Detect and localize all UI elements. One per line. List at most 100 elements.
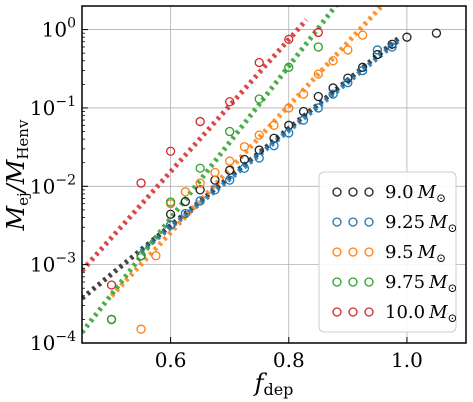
data-point <box>431 28 442 38</box>
data-point <box>165 197 176 207</box>
data-point <box>180 187 191 197</box>
data-point <box>180 196 191 207</box>
data-point <box>284 34 294 45</box>
data-point <box>343 78 353 88</box>
data-point <box>151 251 161 261</box>
data-point <box>165 220 176 230</box>
data-point <box>402 32 412 42</box>
data-point <box>284 103 294 113</box>
legend-marker <box>364 277 374 287</box>
x-tick-label: 1.0 <box>391 348 423 372</box>
legend-marker <box>332 307 342 317</box>
legend-marker <box>364 247 374 257</box>
data-point <box>357 62 368 72</box>
data-point <box>372 49 383 60</box>
y-tick-label: 10−3 <box>30 251 76 277</box>
data-point <box>136 251 146 261</box>
data-point <box>254 57 264 68</box>
data-point <box>313 27 323 38</box>
axis-ticks: 0.6 0.8 1.0 10−4 10−3 10−2 10−1 100 <box>30 5 423 372</box>
y-tick-label: 10−2 <box>30 172 76 198</box>
data-point <box>298 115 309 125</box>
data-point <box>269 141 279 151</box>
data-point <box>180 208 191 219</box>
data-point <box>269 120 279 130</box>
data-point <box>328 83 338 93</box>
data-point <box>254 94 264 104</box>
legend-marker <box>348 187 358 197</box>
plot-frame <box>81 5 467 344</box>
svg-text:Mej/MHenv: Mej/MHenv <box>2 119 32 231</box>
data-point <box>343 45 353 55</box>
legend-entry: 10.0 M⊙ <box>332 302 458 325</box>
legend-marker <box>332 187 342 197</box>
data-points <box>106 27 442 334</box>
data-point <box>254 153 264 163</box>
data-point <box>284 128 294 138</box>
data-point <box>225 126 235 137</box>
legend-marker <box>364 187 374 197</box>
data-point <box>210 175 220 185</box>
data-point <box>225 175 235 185</box>
legend-marker <box>348 307 358 317</box>
data-point <box>210 185 220 195</box>
legend-label: 10.0 M⊙ <box>385 302 458 325</box>
legend-marker <box>364 217 374 227</box>
fit-line <box>82 18 309 273</box>
data-point <box>313 42 323 52</box>
y-tick-label: 100 <box>42 16 76 42</box>
y-tick-label: 10−4 <box>30 329 76 355</box>
data-point <box>225 97 235 107</box>
legend-marker <box>348 277 358 287</box>
data-point <box>284 62 294 72</box>
legend-entry: 9.75 M⊙ <box>332 272 458 295</box>
legend: 9.0 M⊙ 9.25 M⊙ 9.5 M⊙ 9.75 M⊙ 10.0 M⊙ <box>318 171 458 333</box>
legend-entry: 9.25 M⊙ <box>332 212 458 235</box>
fit-lines <box>82 6 403 334</box>
legend-label: 9.5 M⊙ <box>385 242 446 265</box>
data-point <box>165 146 176 156</box>
data-point <box>195 185 205 195</box>
fit-line <box>82 6 339 334</box>
data-point <box>210 167 220 178</box>
data-point <box>195 163 205 173</box>
y-axis-label: Mej/MHenv <box>2 119 32 231</box>
legend-label: 9.0 M⊙ <box>385 182 446 205</box>
legend-marker <box>364 307 374 317</box>
x-tick-label: 0.6 <box>155 348 187 372</box>
legend-label: 9.25 M⊙ <box>385 212 458 235</box>
data-point <box>239 163 250 173</box>
data-point <box>372 45 383 55</box>
data-point <box>387 42 397 52</box>
data-point <box>357 30 368 40</box>
y-tick-label: 10−1 <box>30 94 76 120</box>
data-point <box>357 65 368 76</box>
legend-box <box>318 171 457 333</box>
data-point <box>165 209 176 219</box>
data-point <box>225 156 235 166</box>
data-point <box>136 324 146 334</box>
x-tick-label: 0.8 <box>273 348 305 372</box>
legend-entry: 9.5 M⊙ <box>332 242 446 265</box>
data-point <box>195 178 205 188</box>
data-point <box>239 154 250 165</box>
data-point <box>313 69 323 79</box>
data-point <box>387 39 397 49</box>
data-point <box>328 56 338 66</box>
data-point <box>106 314 117 325</box>
data-point <box>313 103 323 113</box>
legend-entry: 9.0 M⊙ <box>332 182 446 205</box>
data-point <box>328 89 338 99</box>
data-point <box>106 280 117 290</box>
data-point <box>343 73 353 83</box>
data-point <box>313 91 323 102</box>
legend-marker <box>348 247 358 257</box>
legend-marker <box>332 247 342 257</box>
fit-line <box>139 36 403 254</box>
legend-marker <box>332 217 342 227</box>
data-point <box>136 178 146 188</box>
legend-marker <box>332 277 342 287</box>
legend-marker <box>348 217 358 227</box>
data-point <box>195 196 205 206</box>
